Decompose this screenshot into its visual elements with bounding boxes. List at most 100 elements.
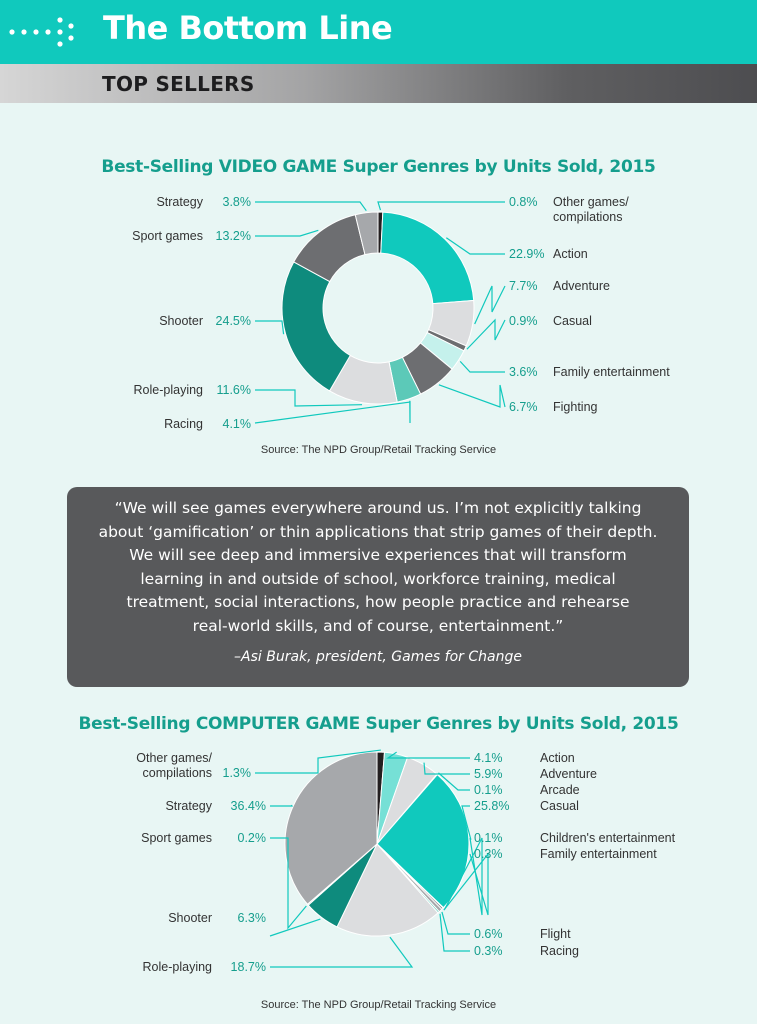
category-label: Family entertainment	[553, 365, 670, 379]
computer-game-pie-chart: 1.3% Other games/compilations 4.1% Action 5.…	[136, 749, 676, 974]
category-label: Family entertainment	[540, 847, 657, 861]
slice-strategy	[284, 751, 378, 905]
leader-line	[255, 229, 319, 237]
data-label-family-entertainment: 3.6%	[509, 365, 538, 379]
data-label-adventure: 5.9%	[474, 767, 503, 781]
slice-shooter	[281, 261, 351, 392]
quote-line: about ‘gamification’ or thin application…	[98, 522, 658, 541]
data-label-casual: 0.9%	[509, 314, 538, 328]
chart2-source: Source: The NPD Group/Retail Tracking Se…	[260, 999, 497, 1011]
slice-strategy	[354, 211, 379, 256]
data-label-sport-games: 13.2%	[216, 229, 251, 243]
quote-box: “We will see games everywhere around us.…	[67, 487, 689, 687]
leader-line	[254, 400, 411, 424]
data-label-action: 4.1%	[474, 751, 503, 765]
category-label: Action	[540, 751, 575, 765]
category-label: Adventure	[540, 767, 597, 781]
data-label-adventure: 7.7%	[509, 279, 538, 293]
category-label: compilations	[143, 766, 212, 780]
leader-line	[255, 201, 367, 212]
category-label: Action	[553, 247, 588, 261]
data-label-racing: 0.3%	[474, 944, 503, 958]
data-label-flight: 0.6%	[474, 927, 503, 941]
data-label-shooter: 6.3%	[238, 911, 267, 925]
quote-line: treatment, social interactions, how peop…	[126, 593, 630, 611]
category-label: Fighting	[553, 400, 598, 414]
data-label-arcade: 0.1%	[474, 783, 503, 797]
header-bar: The Bottom Line	[0, 0, 757, 64]
leader-line	[270, 837, 307, 930]
category-label: compilations	[553, 210, 622, 224]
leader-line	[443, 852, 489, 916]
leader-line	[270, 936, 414, 968]
chart2-title: Best-Selling COMPUTER GAME Super Genres …	[78, 714, 679, 734]
category-label: Role-playing	[143, 960, 213, 974]
data-label-other-games-compilations: 0.8%	[509, 195, 538, 209]
leader-line	[438, 772, 470, 791]
category-label: Sport games	[132, 229, 203, 243]
leader-line	[377, 201, 505, 211]
category-label: Role-playing	[134, 383, 204, 397]
leader-line	[439, 913, 470, 952]
quote-line: “We will see games everywhere around us.…	[114, 499, 642, 517]
data-label-racing: 4.1%	[223, 417, 252, 431]
leader-line	[255, 749, 381, 774]
leader-line	[441, 911, 470, 935]
category-label: Other games/	[553, 195, 629, 209]
data-label-action: 22.9%	[509, 247, 544, 261]
video-game-donut-chart: 0.8% Other games/compilations 22.9% Action 7…	[132, 195, 670, 431]
category-label: Flight	[540, 927, 571, 941]
quote-line: real-world skills, and of course, entert…	[192, 616, 564, 635]
leader-line	[270, 804, 293, 807]
slice-casual	[376, 773, 470, 909]
category-label: Arcade	[540, 783, 580, 797]
leader-line	[255, 389, 363, 407]
category-label: Shooter	[168, 911, 212, 925]
chart1-title: Best-Selling VIDEO GAME Super Genres by …	[101, 157, 656, 177]
category-label: Strategy	[156, 195, 203, 209]
category-label: Sport games	[141, 831, 212, 845]
dots-logo-icon	[9, 17, 74, 47]
leader-line	[466, 318, 506, 350]
section-band	[0, 64, 757, 103]
leader-line	[255, 320, 285, 335]
category-label: Shooter	[159, 314, 203, 328]
leader-line	[386, 751, 470, 759]
category-label: Other games/	[136, 751, 212, 765]
section-title: TOP SELLERS	[102, 72, 255, 96]
quote-attribution: –Asi Burak, president, Games for Change	[234, 649, 522, 665]
category-label: Casual	[553, 314, 592, 328]
quote-line: We will see deep and immersive experienc…	[129, 546, 627, 564]
category-label: Racing	[164, 417, 203, 431]
data-label-strategy: 3.8%	[223, 195, 252, 209]
data-label-children-s-entertainment: 0.1%	[474, 831, 503, 845]
leader-line	[445, 237, 505, 255]
data-label-family-entertainment: 0.3%	[474, 847, 503, 861]
data-label-strategy: 36.4%	[231, 799, 266, 813]
data-label-sport-games: 0.2%	[238, 831, 267, 845]
chart1-source: Source: The NPD Group/Retail Tracking Se…	[260, 444, 497, 456]
leader-line	[474, 285, 506, 325]
category-label: Racing	[540, 944, 579, 958]
page-title: The Bottom Line	[103, 9, 393, 47]
leader-line	[438, 384, 506, 408]
leader-line	[461, 805, 472, 840]
data-label-fighting: 6.7%	[509, 400, 538, 414]
slice-action	[380, 211, 475, 305]
leader-line	[269, 918, 321, 937]
data-label-shooter: 24.5%	[216, 314, 251, 328]
leader-line	[423, 762, 470, 775]
leader-line	[444, 837, 483, 916]
quote-line: learning in and outside of school, workf…	[140, 569, 616, 588]
slice-role-playing	[336, 843, 439, 937]
data-label-role-playing: 18.7%	[231, 960, 266, 974]
data-label-other-games-compilations: 1.3%	[223, 766, 252, 780]
category-label: Adventure	[553, 279, 610, 293]
leader-line	[459, 360, 505, 373]
category-label: Casual	[540, 799, 579, 813]
data-label-role-playing: 11.6%	[216, 383, 251, 397]
category-label: Strategy	[165, 799, 212, 813]
quote-text: “We will see games everywhere around us.…	[67, 497, 689, 638]
category-label: Children's entertainment	[540, 831, 676, 845]
data-label-casual: 25.8%	[474, 799, 509, 813]
